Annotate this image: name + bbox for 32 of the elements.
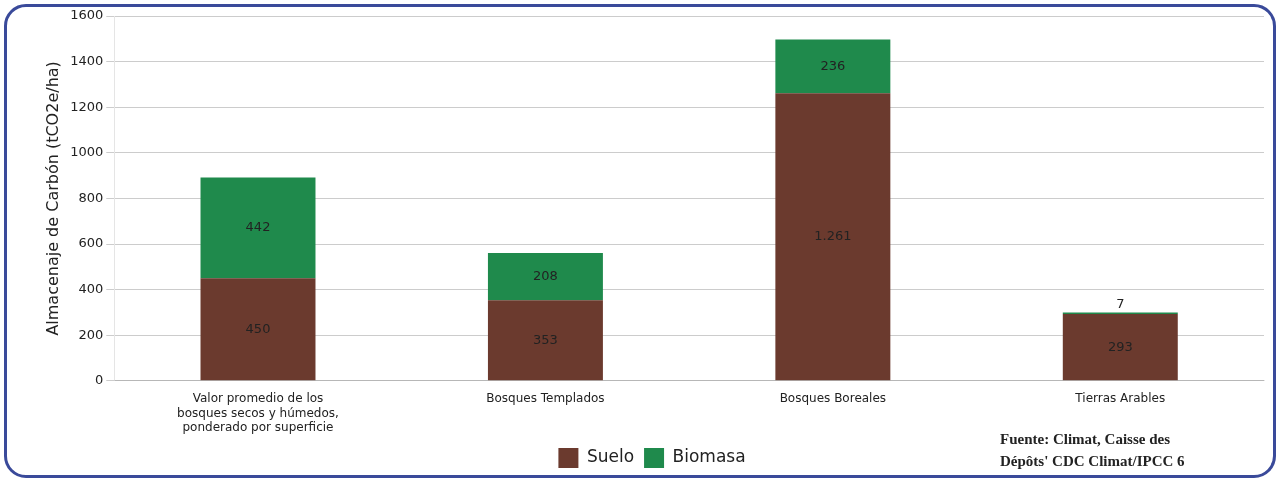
data-label: 353 xyxy=(533,331,558,347)
data-label: 450 xyxy=(245,320,271,336)
y-tick-label: 1000 xyxy=(70,144,104,160)
bar xyxy=(1062,314,1178,381)
y-tick-label: 1400 xyxy=(70,52,104,68)
data-label: 7 xyxy=(1116,295,1125,311)
y-axis-title: Almacenaje de Carbón (tCO2e/ha) xyxy=(42,61,62,336)
source-note: Fuente: Climat, Caisse des Dépôts' CDC Climat/IPCC 6 xyxy=(1000,430,1186,469)
y-tick-label: 600 xyxy=(78,235,104,251)
legend-label: Biomasa xyxy=(672,446,746,467)
x-tick-label: Bosques Templados xyxy=(486,391,605,406)
data-label: 1.261 xyxy=(814,228,852,244)
x-tick-label: Tierras Arables xyxy=(1074,391,1166,406)
y-tick-label: 1600 xyxy=(70,7,104,23)
data-label: 208 xyxy=(533,267,558,283)
x-tick-label: Bosques Boreales xyxy=(779,391,887,406)
bar xyxy=(487,252,603,301)
legend-label: Suelo xyxy=(586,446,635,467)
bar xyxy=(200,177,316,279)
y-tick-label: 0 xyxy=(95,372,104,388)
bar xyxy=(775,39,891,94)
y-tick-label: 800 xyxy=(78,189,104,205)
bar xyxy=(775,93,891,381)
data-label: 293 xyxy=(1107,338,1133,354)
x-tick-label: Valor promedio de los bosques secos y húmedos, ponderado por superficie xyxy=(177,391,339,434)
bar xyxy=(200,278,316,381)
y-tick-label: 200 xyxy=(78,326,104,342)
y-tick-label: 400 xyxy=(78,280,104,296)
data-label: 442 xyxy=(245,219,271,235)
data-label: 236 xyxy=(820,57,846,73)
y-tick-label: 1200 xyxy=(70,98,104,114)
bar xyxy=(487,300,603,381)
